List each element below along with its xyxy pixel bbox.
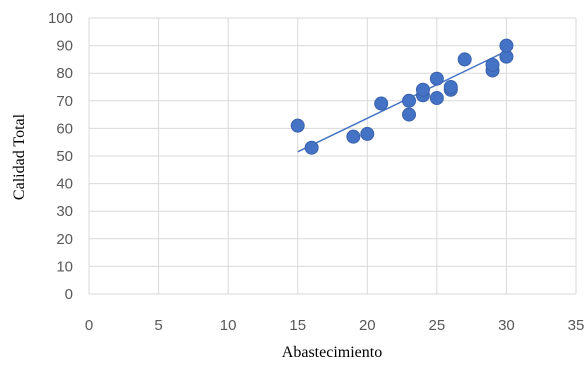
data-point [402,93,417,108]
x-axis-title: Abastecimiento [282,344,382,361]
x-tick-label: 30 [498,317,515,334]
data-point [415,82,430,97]
data-point [290,118,305,133]
y-tick-label: 70 [56,93,73,110]
y-tick-label: 0 [65,286,73,303]
x-tick-label: 0 [85,317,93,334]
x-tick-label: 15 [289,317,306,334]
x-tick-label: 35 [568,317,585,334]
y-tick-label: 100 [48,10,73,27]
y-axis-title: Calidad Total [11,113,28,200]
x-tick-label: 25 [429,317,446,334]
data-point [443,80,458,94]
x-tick-label: 10 [220,317,237,334]
x-tick-label: 5 [154,317,162,334]
data-point [499,38,514,53]
data-point [304,140,319,155]
data-point [360,126,375,141]
data-point [346,129,361,144]
y-tick-label: 60 [56,120,73,137]
y-tick-labels: 0 10 20 30 40 50 60 70 80 90 100 [48,10,73,303]
x-tick-label: 20 [359,317,376,334]
y-tick-label: 80 [56,65,73,82]
y-tick-label: 10 [56,258,73,275]
y-tick-label: 30 [56,203,73,220]
y-tick-label: 50 [56,148,73,165]
data-point [429,71,444,86]
x-tick-labels: 0 5 10 15 20 25 30 35 [85,317,585,334]
data-point [429,91,444,106]
data-points [290,38,514,155]
y-tick-label: 90 [56,38,73,55]
data-point [485,57,500,72]
gridlines [88,17,577,295]
y-tick-label: 40 [56,176,73,193]
data-point [374,96,389,111]
data-point [457,52,472,67]
y-tick-label: 20 [56,231,73,248]
data-point [402,107,417,122]
